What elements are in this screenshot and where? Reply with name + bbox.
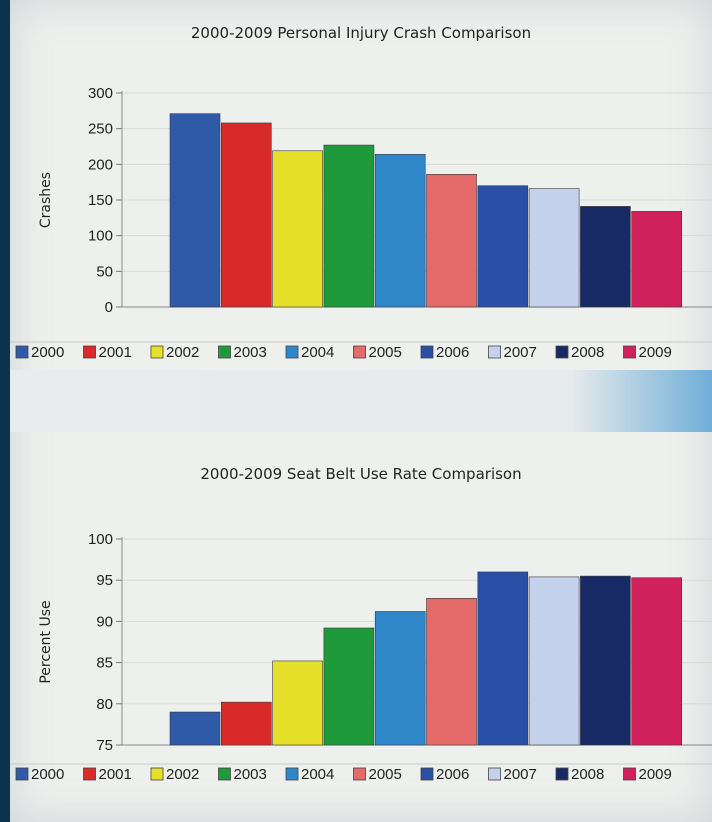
bar-2008 [580,575,631,746]
chart-title: 2000-2009 Personal Injury Crash Comparis… [191,24,531,42]
report-page: 2000-2009 Personal Injury Crash Comparis… [10,0,712,822]
legend-label-2000: 2000 [31,766,64,783]
legend-swatch-2000 [15,345,29,359]
legend-label-2002: 2002 [166,344,199,361]
y-tick-label: 85 [96,655,113,672]
y-tick-label: 0 [105,299,113,316]
bar-2006 [477,185,529,308]
bar-2003 [323,144,375,308]
legend-swatch-2004 [285,767,299,781]
legend-swatch-2005 [353,767,366,781]
bar-2007 [528,576,580,746]
bar-2004 [374,611,426,746]
legend-swatch-2005 [353,345,366,359]
legend-label-2009: 2009 [639,766,672,783]
bar-2009 [631,211,683,308]
legend-label-2009: 2009 [639,344,672,361]
legend-label-2003: 2003 [234,766,267,783]
legend-swatch-2000 [15,767,29,781]
bar-2006 [477,571,529,746]
legend-swatch-2002 [150,767,164,781]
bar-2005 [426,598,477,746]
bar-2007 [528,188,580,308]
legend-label-2000: 2000 [31,344,64,361]
y-axis-label: Crashes [38,172,54,228]
legend-label-2008: 2008 [571,766,604,783]
bar-2002 [272,660,323,746]
y-axis-label: Percent Use [38,600,54,683]
y-tick-label: 80 [96,696,113,713]
legend-label-2007: 2007 [504,766,537,783]
legend-label-2001: 2001 [99,344,132,361]
crash-chart-panel: 2000-2009 Personal Injury Crash Comparis… [10,0,712,372]
legend-swatch-2008 [555,345,569,359]
legend-swatch-2009 [623,767,636,781]
bar-2000 [169,711,221,746]
y-tick-label: 150 [88,192,113,209]
legend-swatch-2007 [488,767,501,781]
legend-swatch-2007 [488,345,501,359]
legend-swatch-2004 [285,345,299,359]
legend-swatch-2003 [218,345,231,359]
legend-swatch-2003 [218,767,231,781]
y-tick-label: 100 [88,531,113,548]
legend-label-2008: 2008 [571,344,604,361]
legend-swatch-2002 [150,345,164,359]
bar-2002 [272,150,323,308]
bar-2008 [580,206,631,308]
seatbelt-chart-panel: 2000-2009 Seat Belt Use Rate Comparison 7… [10,432,712,822]
bar-2004 [374,154,426,308]
legend-swatch-2001 [83,767,96,781]
y-tick-label: 300 [88,85,113,102]
legend-label-2005: 2005 [369,766,402,783]
y-tick-label: 100 [88,228,113,245]
legend-swatch-2009 [623,345,636,359]
y-tick-label: 50 [96,263,113,280]
bar-2001 [221,701,272,746]
y-tick-label: 200 [88,156,113,173]
bar-2000 [169,113,221,308]
y-tick-label: 75 [96,737,113,754]
seatbelt-chart: 2000-2009 Seat Belt Use Rate Comparison 7… [10,465,712,783]
chart-title: 2000-2009 Seat Belt Use Rate Comparison [200,465,521,483]
legend-label-2004: 2004 [301,344,334,361]
y-tick-label: 250 [88,121,113,138]
legend-label-2002: 2002 [166,766,199,783]
legend-label-2004: 2004 [301,766,334,783]
legend-label-2006: 2006 [436,344,469,361]
legend-swatch-2008 [555,767,569,781]
legend-label-2003: 2003 [234,344,267,361]
bar-2001 [221,122,272,308]
legend-label-2006: 2006 [436,766,469,783]
legend-swatch-2006 [420,345,434,359]
crash-chart: 2000-2009 Personal Injury Crash Comparis… [10,24,712,361]
y-tick-label: 90 [96,613,113,630]
legend-label-2007: 2007 [504,344,537,361]
bar-2009 [631,577,683,746]
section-divider [10,370,712,432]
legend-swatch-2006 [420,767,434,781]
legend-label-2001: 2001 [99,766,132,783]
y-tick-label: 95 [96,572,113,589]
bar-2003 [323,627,375,746]
legend-swatch-2001 [83,345,96,359]
bar-2005 [426,174,477,308]
legend-label-2005: 2005 [369,344,402,361]
